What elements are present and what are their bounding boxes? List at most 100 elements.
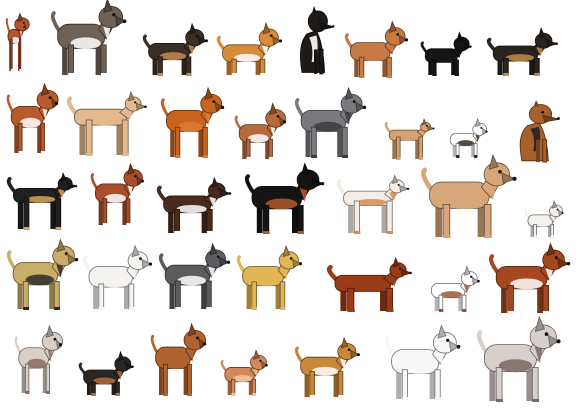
ear xyxy=(488,153,499,170)
leg xyxy=(111,382,116,395)
nose xyxy=(141,179,144,183)
tail xyxy=(236,255,247,274)
dog-sprite xyxy=(294,86,367,158)
eye xyxy=(397,183,400,186)
belly xyxy=(233,375,253,383)
leg xyxy=(489,367,496,401)
dog-sprite xyxy=(476,315,561,402)
dog-papillon xyxy=(446,117,488,158)
leg xyxy=(201,280,207,309)
belly xyxy=(440,291,463,299)
paw xyxy=(386,309,394,312)
nose xyxy=(362,105,367,110)
chest xyxy=(57,188,66,199)
leg xyxy=(18,39,20,71)
tail xyxy=(156,185,168,203)
ear xyxy=(103,0,113,13)
leg xyxy=(340,288,347,311)
belly xyxy=(265,198,298,210)
leg xyxy=(98,283,105,310)
eye xyxy=(347,348,351,351)
paw xyxy=(86,153,93,156)
dog-sprite xyxy=(519,100,560,163)
paw xyxy=(309,395,316,398)
leg xyxy=(495,367,503,402)
nose xyxy=(566,261,571,266)
leg xyxy=(255,59,261,75)
leg xyxy=(158,364,163,395)
leg xyxy=(256,205,263,233)
paw xyxy=(474,155,478,158)
eye xyxy=(480,126,483,129)
paw xyxy=(206,231,213,234)
chest xyxy=(208,264,216,279)
chest xyxy=(204,109,212,126)
leg xyxy=(116,120,123,155)
belly xyxy=(165,358,188,370)
dog-sprite xyxy=(6,172,78,230)
leg xyxy=(310,126,317,158)
chest xyxy=(300,186,308,203)
paw xyxy=(503,73,510,76)
leg xyxy=(45,363,50,394)
leg xyxy=(319,49,324,75)
belly xyxy=(176,204,207,214)
nose xyxy=(409,271,412,275)
leg xyxy=(251,281,257,310)
belly xyxy=(498,359,533,373)
muzzle xyxy=(542,114,560,123)
dog-sprite xyxy=(244,162,325,234)
nose xyxy=(131,365,134,369)
leg xyxy=(297,205,304,234)
belly xyxy=(27,358,47,369)
ear xyxy=(262,22,271,35)
leg xyxy=(454,59,459,76)
nose xyxy=(298,262,303,266)
leg xyxy=(85,119,93,156)
muzzle xyxy=(219,257,230,267)
dog-sprite xyxy=(220,349,268,396)
eye xyxy=(541,110,545,114)
leg xyxy=(279,281,286,310)
ear xyxy=(340,336,349,349)
leg xyxy=(17,198,24,229)
muzzle xyxy=(398,34,408,44)
chest xyxy=(42,105,48,122)
tail xyxy=(160,98,170,119)
leg xyxy=(458,295,463,311)
dog-sprite xyxy=(82,244,153,310)
leg xyxy=(128,283,135,310)
paw xyxy=(418,157,423,160)
leg xyxy=(501,285,507,313)
muzzle xyxy=(135,102,148,111)
paw xyxy=(386,231,393,234)
muzzle xyxy=(311,178,325,189)
paw xyxy=(252,393,256,396)
leg xyxy=(531,367,539,402)
leg xyxy=(9,39,11,71)
tail xyxy=(294,98,305,119)
leg xyxy=(86,382,91,395)
leg xyxy=(442,204,451,238)
muzzle xyxy=(197,36,208,45)
ear xyxy=(534,315,546,333)
tail xyxy=(50,11,62,34)
belly xyxy=(101,277,129,288)
muzzle xyxy=(67,254,78,265)
leg xyxy=(181,56,187,75)
leg xyxy=(380,288,387,311)
leg xyxy=(548,224,551,237)
ear xyxy=(117,350,125,362)
muzzle xyxy=(501,172,517,184)
eye xyxy=(139,257,142,261)
belly xyxy=(434,56,455,63)
ear xyxy=(300,162,310,177)
paw xyxy=(175,155,181,158)
leg xyxy=(497,58,503,75)
chest xyxy=(131,266,138,281)
paw xyxy=(338,395,344,398)
leg xyxy=(122,198,127,225)
paw xyxy=(354,231,361,234)
paw xyxy=(157,73,164,76)
tail xyxy=(384,336,396,359)
